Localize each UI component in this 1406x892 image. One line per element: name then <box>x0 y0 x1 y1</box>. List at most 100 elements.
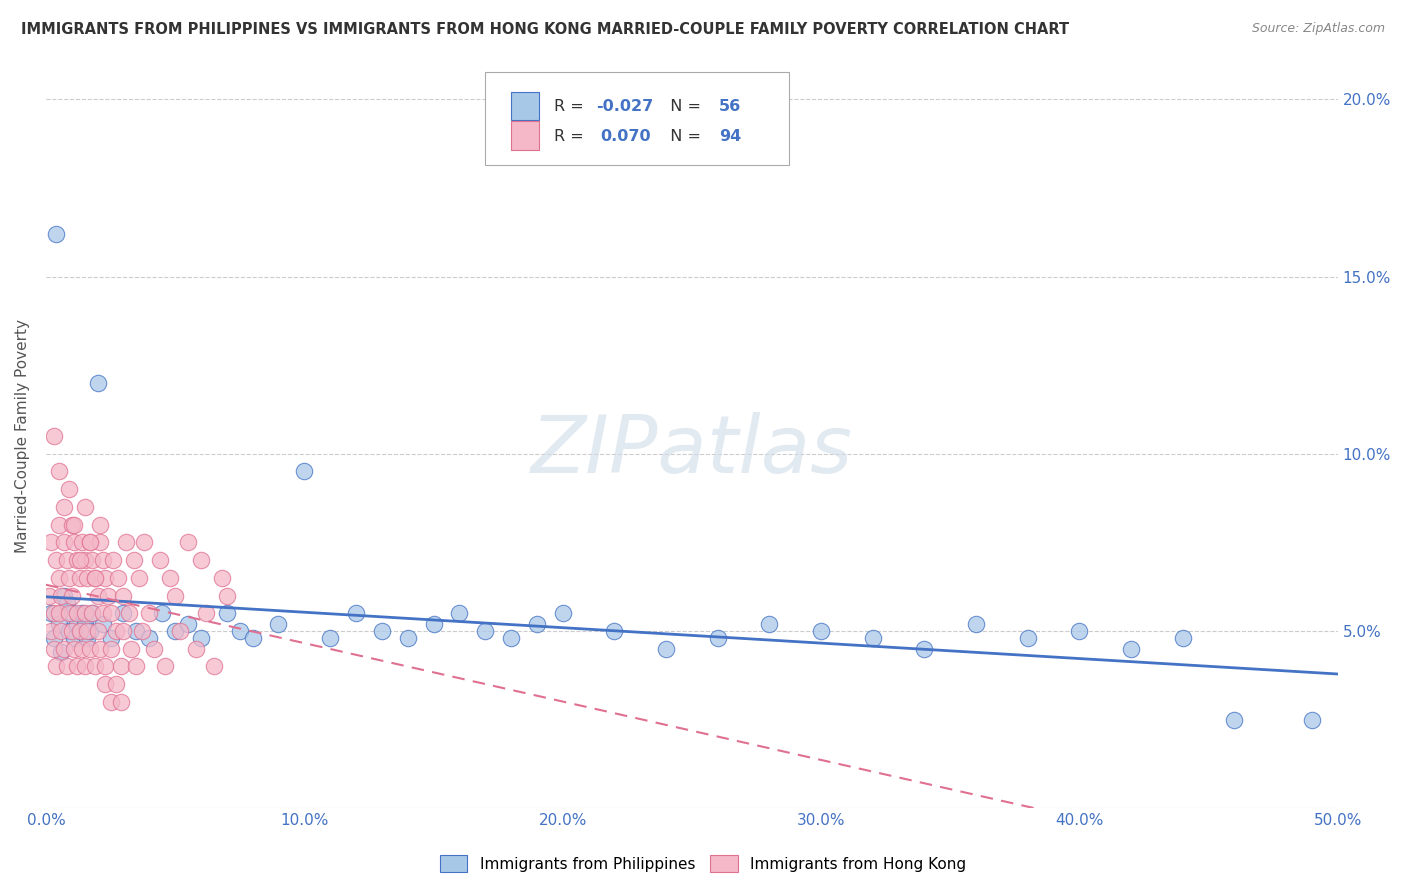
Point <box>177 535 200 549</box>
Point <box>758 616 780 631</box>
Point <box>69 571 91 585</box>
Point <box>104 677 127 691</box>
Point <box>965 616 987 631</box>
FancyBboxPatch shape <box>485 71 789 164</box>
Point <box>94 659 117 673</box>
Text: ZIPatlas: ZIPatlas <box>531 412 853 490</box>
Point <box>1069 624 1091 638</box>
Point <box>73 606 96 620</box>
Point <box>215 589 238 603</box>
Point <box>89 641 111 656</box>
Point <box>202 659 225 673</box>
Point <box>73 553 96 567</box>
Point <box>48 606 70 620</box>
Point <box>66 659 89 673</box>
Point <box>73 659 96 673</box>
Point <box>60 589 83 603</box>
Text: -0.027: -0.027 <box>596 99 654 114</box>
Point <box>215 606 238 620</box>
Point <box>862 631 884 645</box>
Point <box>138 631 160 645</box>
Point <box>84 571 107 585</box>
Point <box>449 606 471 620</box>
Point <box>117 606 139 620</box>
Point <box>73 500 96 514</box>
Point <box>1301 713 1323 727</box>
Point <box>42 606 65 620</box>
Point <box>112 624 135 638</box>
Point <box>190 553 212 567</box>
Point <box>60 624 83 638</box>
Point <box>55 596 77 610</box>
Point <box>810 624 832 638</box>
Point <box>55 659 77 673</box>
Y-axis label: Married-Couple Family Poverty: Married-Couple Family Poverty <box>15 319 30 553</box>
Text: N =: N = <box>659 128 706 144</box>
Point <box>84 571 107 585</box>
Point <box>89 517 111 532</box>
Point <box>603 624 626 638</box>
Point <box>45 659 67 673</box>
Text: R =: R = <box>554 128 593 144</box>
Point <box>79 641 101 656</box>
Point <box>1223 713 1246 727</box>
Point <box>70 535 93 549</box>
Point <box>42 631 65 645</box>
Point <box>131 624 153 638</box>
Point <box>122 553 145 567</box>
Point <box>82 606 104 620</box>
Text: Source: ZipAtlas.com: Source: ZipAtlas.com <box>1251 22 1385 36</box>
Point <box>344 606 367 620</box>
Legend: Immigrants from Philippines, Immigrants from Hong Kong: Immigrants from Philippines, Immigrants … <box>432 847 974 880</box>
Point <box>63 535 86 549</box>
Point <box>112 606 135 620</box>
Point <box>422 616 444 631</box>
Point <box>70 641 93 656</box>
Point <box>499 631 522 645</box>
Point <box>79 535 101 549</box>
Point <box>100 606 122 620</box>
Point <box>86 376 108 390</box>
Point <box>48 571 70 585</box>
FancyBboxPatch shape <box>510 121 540 150</box>
Point <box>51 645 73 659</box>
Point <box>165 589 187 603</box>
Point <box>149 553 172 567</box>
Point <box>292 465 315 479</box>
Point <box>45 227 67 241</box>
Point <box>63 631 86 645</box>
Point <box>91 616 114 631</box>
Point <box>91 553 114 567</box>
Point <box>474 624 496 638</box>
Point <box>97 589 120 603</box>
Point <box>48 517 70 532</box>
Point <box>82 606 104 620</box>
Point <box>396 631 419 645</box>
Point <box>55 553 77 567</box>
Point <box>42 641 65 656</box>
Point <box>76 571 98 585</box>
Point <box>150 606 173 620</box>
Point <box>84 659 107 673</box>
Point <box>655 641 678 656</box>
Point <box>551 606 574 620</box>
Point <box>89 535 111 549</box>
Point <box>526 616 548 631</box>
Point <box>79 535 101 549</box>
Point <box>110 659 132 673</box>
Text: 94: 94 <box>718 128 741 144</box>
Point <box>1171 631 1194 645</box>
Point <box>125 659 148 673</box>
Point <box>69 624 91 638</box>
Point <box>112 589 135 603</box>
Point <box>100 695 122 709</box>
Point <box>1017 631 1039 645</box>
Point <box>53 641 76 656</box>
Point <box>63 517 86 532</box>
Point <box>69 624 91 638</box>
Point <box>143 641 166 656</box>
Point <box>79 624 101 638</box>
Point <box>86 624 108 638</box>
Point <box>58 571 80 585</box>
Point <box>912 641 935 656</box>
